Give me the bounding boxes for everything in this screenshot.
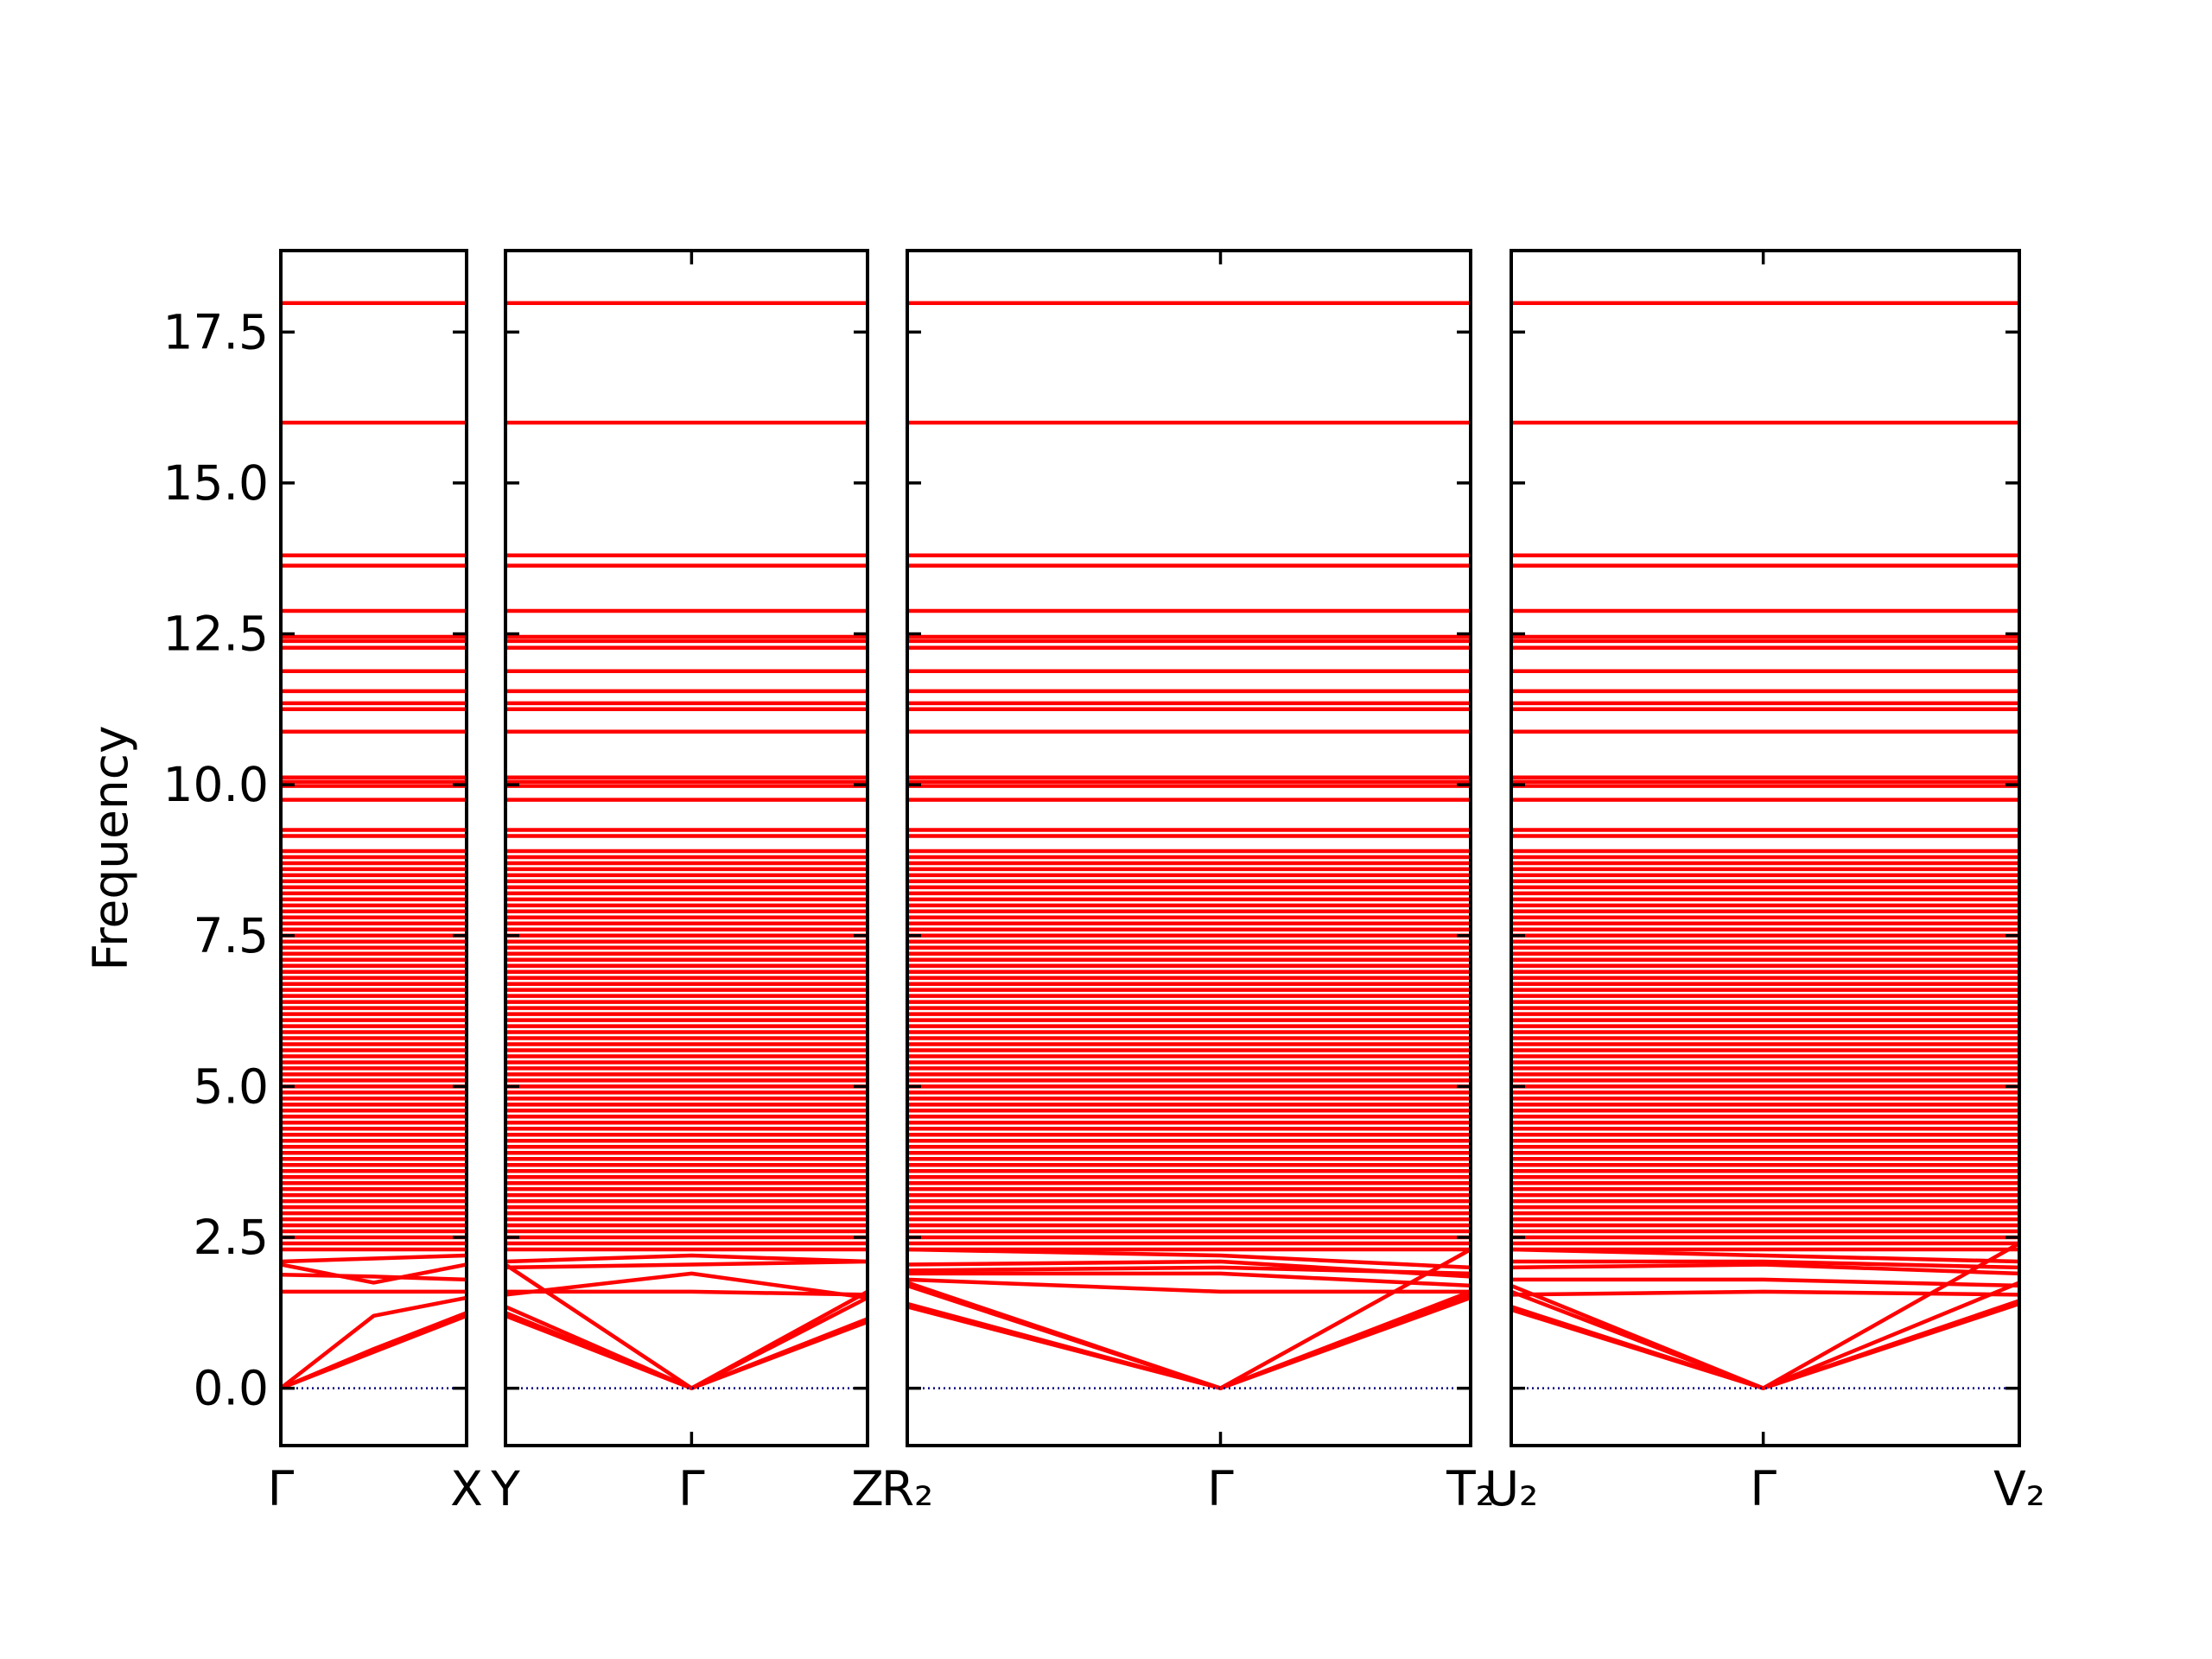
band-line xyxy=(281,1311,467,1390)
x-tick-label: T₂ xyxy=(1446,1461,1495,1516)
y-tick-label: 7.5 xyxy=(194,908,269,963)
band-line xyxy=(281,1253,467,1264)
band-line xyxy=(505,1262,868,1390)
panel: 0.0 2.5 5.0 7.5 10.0 12.5 15.0 17.5 Γ X Frequency xyxy=(83,249,483,1516)
band-line xyxy=(1511,1247,2019,1264)
band-line xyxy=(907,1283,1471,1390)
axes-frame xyxy=(906,249,1472,1447)
band-line xyxy=(281,1273,467,1282)
y-tick-label: 2.5 xyxy=(194,1210,269,1265)
band-line xyxy=(281,1262,467,1285)
plot-area xyxy=(505,301,868,1390)
panel: R₂ Γ T₂ xyxy=(881,249,1495,1516)
y-tick-label: 17.5 xyxy=(163,304,269,359)
band-line xyxy=(505,1259,868,1270)
band-line xyxy=(907,1277,1471,1294)
axes-frame xyxy=(1510,249,2021,1447)
panel: U₂ Γ V₂ xyxy=(1484,249,2045,1516)
plot-area xyxy=(907,301,1471,1390)
band-line xyxy=(1511,1262,2019,1276)
x-tick-label: Γ xyxy=(268,1461,295,1516)
band-line xyxy=(281,1295,467,1390)
x-tick-label: Γ xyxy=(1750,1461,1777,1516)
axes-frame xyxy=(279,249,468,1447)
band-line xyxy=(907,1247,1471,1270)
x-tick-label: X xyxy=(450,1461,483,1516)
band-line xyxy=(907,1293,1471,1390)
band-line xyxy=(1511,1242,2019,1390)
y-tick-label: 12.5 xyxy=(163,607,269,662)
band-line xyxy=(907,1248,1471,1390)
x-tick-label: Γ xyxy=(678,1461,705,1516)
band-line xyxy=(505,1253,868,1264)
band-line xyxy=(907,1259,1471,1279)
x-tick-label: U₂ xyxy=(1484,1461,1538,1516)
band-line xyxy=(1511,1259,2019,1270)
y-tick-label: 0.0 xyxy=(194,1361,269,1416)
y-axis-label: Frequency xyxy=(83,725,138,970)
y-tick-label: 5.0 xyxy=(194,1058,269,1114)
band-line xyxy=(907,1271,1471,1288)
plot-area xyxy=(281,301,467,1390)
axes-frame xyxy=(504,249,869,1447)
band-line xyxy=(1511,1277,2019,1288)
plot-area xyxy=(1511,301,2019,1390)
band-line xyxy=(505,1289,868,1297)
x-tick-label: R₂ xyxy=(881,1461,933,1516)
y-tick-label: 15.0 xyxy=(163,455,269,511)
x-tick-label: Z xyxy=(851,1461,884,1516)
x-tick-label: Γ xyxy=(1207,1461,1234,1516)
band-line xyxy=(1511,1289,2019,1297)
x-tick-label: Y xyxy=(490,1461,520,1516)
y-tick-label: 10.0 xyxy=(163,757,269,812)
x-tick-label: V₂ xyxy=(1993,1461,2045,1516)
band-line xyxy=(505,1271,868,1300)
